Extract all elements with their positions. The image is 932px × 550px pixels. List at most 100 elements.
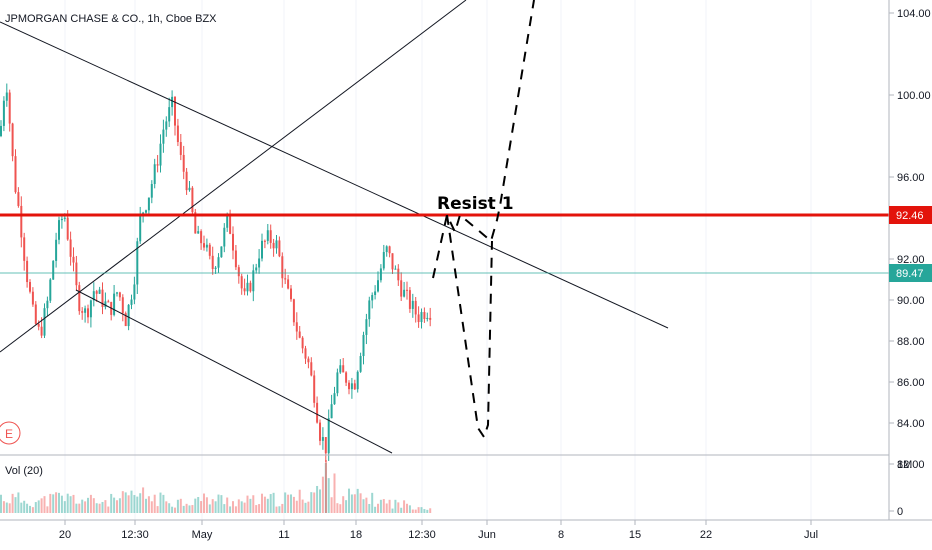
candle-body [63,217,66,219]
volume-bar [92,498,95,513]
volume-bar [84,501,87,513]
candle-body [20,205,23,238]
volume-bar [229,506,232,513]
descending-trendline-upper[interactable] [0,21,669,329]
candle-body [194,212,197,234]
candle-body [319,422,321,441]
candle-body [17,192,20,206]
volume-bar [310,492,313,513]
volume-bar [182,505,185,513]
time-tick-label: 11 [278,529,289,541]
chart-title[interactable]: JPMORGAN CHASE & CO., 1h, Cboe BZX [5,13,217,25]
candle-body [205,244,208,248]
annotation-resist[interactable]: Resist 1 [437,194,514,214]
volume-bar [124,492,127,513]
volume-bar [397,502,400,513]
candle-body [52,260,55,280]
volume-bar [107,506,110,513]
candle-body [8,92,11,124]
candle-body [394,268,397,270]
candle-body [292,299,295,323]
candle-body [226,213,229,228]
volume-bar [237,499,240,513]
logo-badge[interactable]: E [0,421,21,445]
volume-bar [191,505,194,513]
volume-bar [171,506,174,513]
candle-body [406,289,408,291]
volume-legend[interactable]: Vol (20) [5,465,43,477]
volume-bar [89,494,92,513]
candle-body [191,187,194,213]
volume-bar [371,492,374,513]
candle-body [385,246,388,253]
candle-body [327,418,330,454]
volume-bar [14,497,17,513]
logo-badge-letter: E [5,427,13,441]
price-tick-label: 88.00 [897,336,925,348]
volume-bar [121,491,124,513]
volume-bar [55,492,58,513]
candle-body [371,295,374,301]
candle-body [400,280,403,297]
volume-bar [348,488,350,513]
volume-bar [330,497,333,513]
candle-body [174,96,176,126]
candle-body [43,308,46,336]
candle-body [229,213,232,234]
candle-body [60,218,63,221]
volume-bar [400,507,403,513]
volume-bars [0,460,432,513]
volume-bar [197,497,200,513]
volume-bar [116,500,118,513]
volume-bar [58,492,60,513]
volume-bar [420,507,423,513]
volume-bar [295,500,298,513]
trendlines[interactable] [0,0,669,454]
candle-body [336,372,339,394]
time-tick-label: May [192,529,213,541]
candle-body [234,250,237,268]
candles [0,83,432,462]
candle-body [2,100,5,126]
volume-bar [345,500,348,513]
candle-body [217,257,220,268]
volume-bar [162,494,165,513]
logo-badge-icon [0,421,21,445]
candle-body [350,383,353,390]
candle-body [287,279,290,289]
candle-body [23,237,26,261]
volume-bar [37,500,40,513]
candle-body [275,240,278,249]
volume-bar [8,503,11,513]
candle-body [142,212,145,214]
candle-body [203,243,205,248]
time-axis[interactable]: 20 12:30 May 11 18 12:30 Jun 8 15 22 Jul [59,520,818,541]
ascending-trendline[interactable] [0,0,467,353]
volume-bar [325,460,327,513]
candle-body [295,322,298,332]
volume-bar [5,502,8,513]
volume-bar [391,508,394,513]
candle-body [429,317,432,320]
candle-body [316,402,319,423]
candle-body [403,289,406,297]
volume-bar [29,505,31,513]
volume-bar [220,495,223,513]
descending-trendline-lower[interactable] [75,289,393,454]
candle-body [382,252,385,269]
candle-body [159,143,162,166]
time-tick-label: 12:30 [121,529,149,541]
candle-body [278,240,281,257]
volume-bar [142,487,145,513]
candle-body [313,375,316,403]
volume-bar [321,476,324,513]
candle-body [353,383,356,390]
volume-bar [423,509,426,513]
volume-bar [23,500,26,513]
candle-body [153,164,156,185]
candle-body [214,267,217,269]
volume-bar [49,493,52,513]
candle-body [417,314,420,323]
